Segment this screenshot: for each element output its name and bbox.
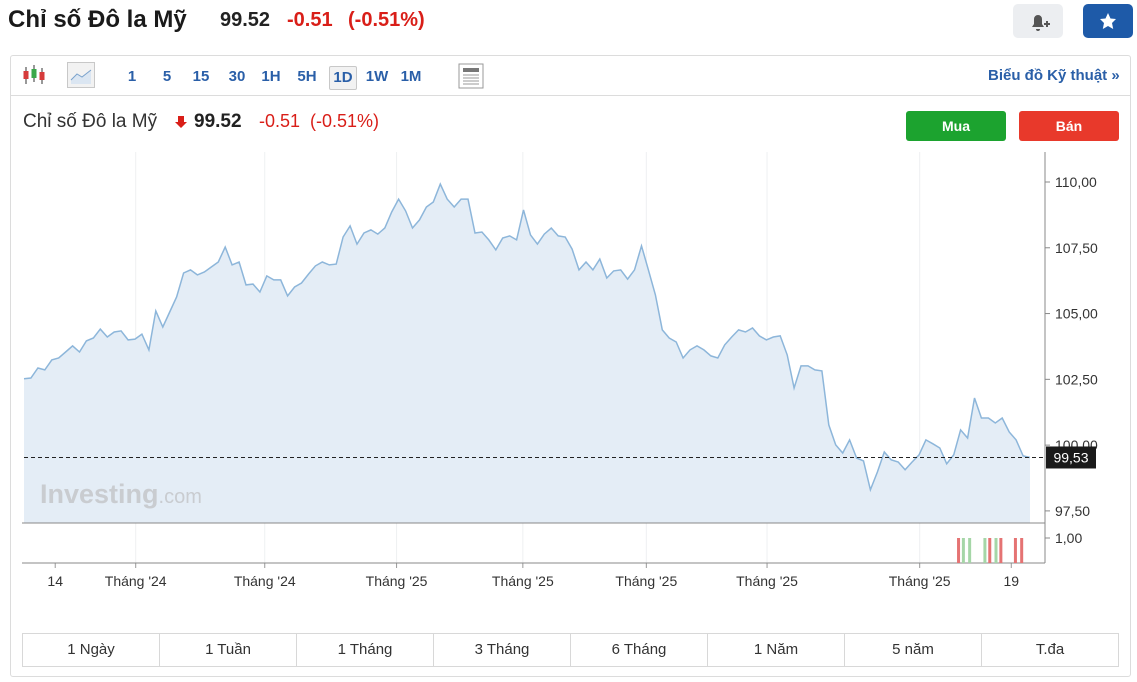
interval-button[interactable]: 15 (192, 68, 210, 85)
change-pct: (-0.51%) (348, 9, 425, 31)
chart: 14 Tháng '24 Tháng '24 Tháng '25 Tháng '25 Th… (22, 152, 1098, 589)
instrument-change: -0.51 (259, 111, 301, 131)
chart-widget (10, 55, 1131, 677)
instrument-change-pct: (-0.51%) (310, 111, 380, 131)
last-price-label: 99,53 (1053, 449, 1088, 465)
interval-button[interactable]: 5 (162, 68, 172, 85)
divider (11, 95, 1130, 96)
instrument-name: Chỉ số Đô la Mỹ (23, 111, 158, 132)
range-button[interactable]: 1 Ngày (67, 641, 115, 658)
x-tick-label: Tháng '24 (105, 573, 167, 589)
volume-bar (957, 538, 961, 563)
volume-y-tick-label: 1,00 (1055, 530, 1082, 546)
interval-button[interactable]: 30 (228, 68, 246, 85)
range-button[interactable]: 3 Tháng (433, 634, 570, 666)
last-price-box (1046, 446, 1096, 469)
volume-bar (988, 538, 992, 563)
range-button[interactable]: T.đa (981, 634, 1118, 666)
volume-bar (994, 538, 998, 563)
interval-button[interactable]: 1M (400, 68, 422, 85)
watermark: Investing.com (40, 479, 202, 509)
line-icon[interactable] (67, 62, 95, 88)
x-tick-label: 19 (1003, 573, 1019, 589)
interval-button[interactable]: 1H (261, 68, 281, 85)
x-tick-label: Tháng '25 (889, 573, 951, 589)
down-arrow (175, 116, 187, 128)
volume-bar (983, 538, 987, 563)
range-button[interactable]: 6 Tháng (570, 634, 707, 666)
range-bar: 1 Ngày 1 Tuần 1 Tháng 3 Tháng 6 Tháng 1 Năm 5 … (22, 633, 1119, 667)
range-button[interactable]: 1 Năm (707, 634, 844, 666)
alert-button[interactable] (1013, 4, 1063, 38)
y-tick-label: 105,00 (1055, 306, 1098, 322)
y-tick-label: 107,50 (1055, 240, 1098, 256)
link-text: Biểu đồ Kỹ thuật (988, 67, 1108, 84)
range-button[interactable]: 5 năm (844, 634, 981, 666)
watermark-suffix: .com (159, 486, 202, 508)
volume-bar (968, 538, 972, 563)
x-tick-label: Tháng '24 (234, 573, 296, 589)
volume-bar (961, 538, 965, 563)
volume-bar (1013, 538, 1017, 563)
x-tick-label: Tháng '25 (492, 573, 554, 589)
watermark-brand: Investing (40, 479, 159, 509)
x-tick-label: Tháng '25 (736, 573, 798, 589)
y-tick-label: 102,50 (1055, 371, 1098, 387)
layout-icon[interactable] (458, 63, 484, 89)
price-line (23, 182, 1031, 493)
x-tick-label: Tháng '25 (366, 573, 428, 589)
sell-button[interactable]: Bán (1019, 111, 1119, 141)
volume-bar (999, 538, 1003, 563)
instrument-price: 99.52 (194, 111, 242, 132)
range-button[interactable]: 1 Tuần (159, 634, 296, 666)
buy-button[interactable]: Mua (906, 111, 1006, 141)
price: 99.52 (220, 9, 271, 31)
area-fill (24, 184, 1030, 523)
watchlist-button[interactable] (1083, 4, 1133, 38)
interval-button[interactable]: 5H (297, 68, 317, 85)
interval-button[interactable]: 1W (365, 68, 389, 85)
range-button[interactable]: 1 Tháng (296, 634, 433, 666)
y-tick-label: 110,00 (1055, 174, 1097, 190)
x-tick-label: Tháng '25 (615, 573, 677, 589)
x-tick-label: 14 (47, 573, 63, 589)
change: -0.51 (287, 9, 333, 31)
page-title: Chỉ số Đô la Mỹ (8, 6, 187, 33)
technical-chart-link[interactable]: Biểu đồ Kỹ thuật » (988, 67, 1120, 84)
volume-bar (1020, 538, 1024, 563)
interval-button[interactable]: 1D (329, 66, 357, 90)
candle-icon[interactable] (20, 62, 48, 90)
interval-button[interactable]: 1 (127, 68, 137, 85)
y-tick-label: 97,50 (1055, 503, 1090, 519)
